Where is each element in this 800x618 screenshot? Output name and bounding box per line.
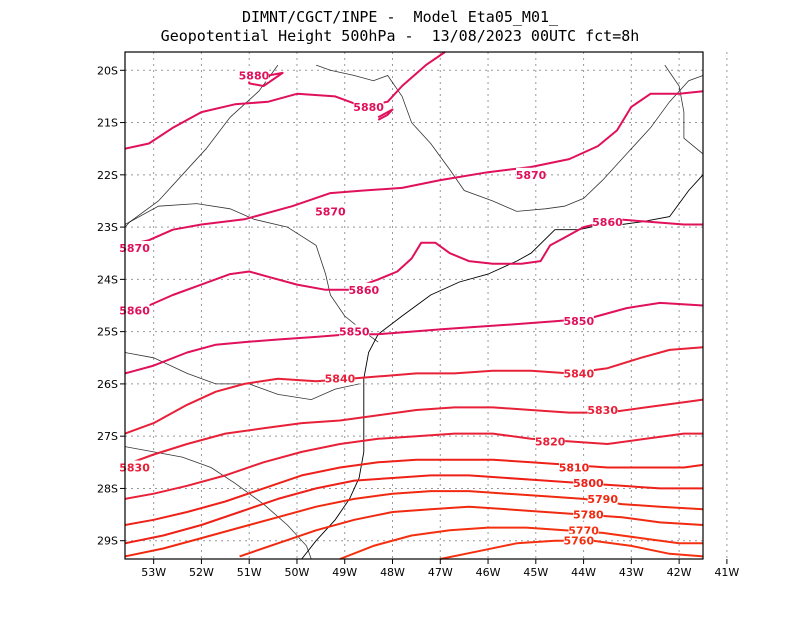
contour-label: 5840 [325,373,356,386]
lat-tick-label: 29S [97,535,118,548]
lat-tick-label: 28S [97,482,118,495]
contour-label: 5860 [592,216,623,229]
contour-line [124,458,704,526]
contour-label: 5760 [563,535,594,548]
contour-label: 5880 [353,101,384,114]
lat-tick-label: 25S [97,326,118,339]
plot-frame [124,51,704,560]
contour-label-bg [559,460,590,474]
lon-tick-label: 51W [237,566,262,579]
contour-line [239,505,704,558]
lon-tick-label: 42W [667,566,692,579]
contour-line [124,51,446,150]
contour-label-bg [573,476,604,490]
contour-line [124,432,703,500]
contour-label-bg [353,99,384,113]
contour-label-bg [119,303,150,317]
state-border-line [124,203,379,343]
contour-label-bg [315,204,346,218]
contour-label: 5860 [349,284,380,297]
contour-label-bg [324,371,355,385]
contour-label: 5830 [119,462,150,475]
contour-label: 5850 [563,315,594,328]
contour-label-bg [563,314,594,328]
contour-label-bg [592,214,623,228]
contour-label-bg [573,507,604,521]
lon-tick-label: 47W [428,566,453,579]
contour-label-bg [587,491,618,505]
contour-label-bg [348,282,379,296]
lat-tick-label: 20S [97,64,118,77]
coastline [301,174,704,560]
contour-label: 5810 [559,462,590,475]
state-border-line [124,64,279,228]
contour-label: 5870 [516,169,547,182]
contour-label-bg [119,460,150,474]
contour-labels: 5880 5880 5870 5870 5870 5860 5860 5860 5850 5850… [119,68,623,548]
title-line-2: Geopotential Height 500hPa - 13/08/2023 … [160,27,640,45]
state-border-line [564,75,704,207]
latitude-ticks: 20S 21S 22S 23S 24S 25S 26S 27S 28S 29S [97,64,125,548]
state-border-line [124,446,312,560]
lon-tick-label: 44W [571,566,596,579]
geopotential-contours [124,51,704,560]
lat-tick-label: 23S [97,221,118,234]
contour-label-bg [563,366,594,380]
coastline-line [301,174,704,560]
contour-label-bg [563,533,594,547]
gridlines [125,52,728,559]
contour-label: 5840 [563,367,594,380]
contour-line [124,398,704,466]
lon-tick-label: 46W [476,566,501,579]
lat-tick-label: 24S [97,273,118,286]
contour-line [339,526,703,560]
lat-tick-label: 26S [97,378,118,391]
contour-label: 5870 [119,242,150,255]
contour-line [124,474,703,545]
lon-tick-label: 48W [380,566,405,579]
contour-line [124,90,704,247]
lon-tick-label: 43W [619,566,644,579]
contour-label: 5790 [587,493,618,506]
lat-tick-label: 22S [97,169,118,182]
contour-label: 5830 [587,404,618,417]
lon-tick-label: 50W [285,566,310,579]
lat-tick-label: 21S [97,117,118,130]
contour-label: 5780 [573,509,604,522]
title-line-1: DIMNT/CGCT/INPE - Model Eta05_M01_ [241,8,559,26]
contour-label: 5800 [573,477,604,490]
lon-tick-label: 52W [189,566,214,579]
contour-label-bg [339,324,370,338]
contour-label-bg [568,523,599,537]
contour-label-bg [587,403,618,417]
contour-line [377,108,394,121]
contour-label: 5860 [119,305,150,318]
lat-tick-label: 27S [97,430,118,443]
lon-tick-label: 53W [141,566,166,579]
lon-tick-label: 49W [332,566,357,579]
contour-label-bg [516,167,547,181]
contour-label: 5870 [315,205,346,218]
contour-label: 5820 [535,435,566,448]
state-border-line [664,64,704,155]
contour-line [124,218,703,315]
lon-tick-label: 41W [714,566,739,579]
contour-line [124,301,704,375]
contour-label-bg [535,434,566,448]
contour-label-bg [119,241,150,255]
lon-tick-label: 45W [523,566,548,579]
contour-label: 5880 [239,70,270,83]
contour-line [124,346,704,435]
state-border-line [315,64,565,212]
contour-label-bg [238,68,269,82]
contour-label: 5850 [339,326,370,339]
longitude-ticks: 53W 52W 51W 50W 49W 48W 47W 46W 45W 44W 43W 42W 41W [141,559,739,579]
